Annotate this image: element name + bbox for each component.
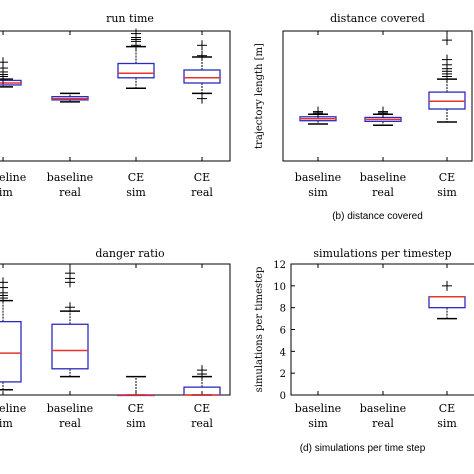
y-tick-label: 12: [273, 260, 286, 271]
box-body: [428, 296, 466, 309]
box-2: [51, 268, 89, 378]
x-tick-label: baseline real: [360, 402, 406, 430]
box-1: [0, 277, 22, 391]
flier: [131, 28, 141, 39]
y-axis-label: simulations per timestep: [254, 267, 265, 393]
box-3: [428, 35, 466, 123]
flier: [0, 277, 8, 288]
flier: [0, 282, 8, 293]
chart-title: distance covered: [330, 12, 425, 25]
x-tick-label: baseline real: [47, 171, 93, 199]
flier: [378, 106, 388, 117]
flier: [197, 365, 207, 376]
y-tick-label: 10: [273, 282, 286, 293]
flier: [442, 280, 452, 291]
chart-title: simulations per timestep: [313, 247, 451, 260]
flier: [0, 69, 8, 80]
x-tick-label: CE sim: [437, 402, 457, 430]
box-body: [183, 69, 221, 84]
y-axis-label: trajectory length [m]: [254, 43, 265, 149]
x-tick-label: CE sim: [437, 171, 457, 199]
box-2: [51, 92, 89, 103]
flier: [197, 50, 207, 61]
box-body: [117, 62, 155, 79]
box-4: [183, 40, 221, 104]
box-1: [299, 106, 337, 125]
flier: [197, 93, 207, 104]
y-tick-label: 8: [280, 304, 286, 315]
flier: [0, 293, 8, 304]
box-1: [0, 57, 22, 88]
x-tick-label: baseline real: [47, 402, 93, 430]
flier: [65, 268, 75, 279]
axes-frame: [282, 30, 473, 162]
flier: [0, 290, 8, 301]
axes-frame: [0, 30, 231, 162]
chart-title: run time: [106, 12, 154, 25]
y-tick-label: 2: [280, 369, 286, 380]
chart-title: danger ratio: [95, 247, 165, 260]
flier: [65, 302, 75, 313]
panel-4: simulations per timestep simulations per …: [254, 247, 474, 454]
flier: [0, 57, 8, 68]
panel-caption: (b) distance covered: [332, 211, 423, 222]
x-tick-label: baseline real: [360, 171, 406, 199]
box-body: [51, 323, 89, 370]
box-3: [117, 375, 155, 397]
axes-frame: [0, 263, 231, 396]
box-4: [183, 365, 221, 396]
panel-caption: (d) simulations per time step: [300, 443, 426, 454]
flier: [0, 287, 8, 298]
box-3: [428, 280, 466, 320]
box-3: [117, 28, 155, 89]
y-tick-label: 4: [280, 347, 286, 358]
x-tick-label: CE real: [191, 402, 213, 430]
panel-2: distance covered trajectory length [m] bas…: [254, 12, 473, 222]
box-body: [0, 320, 22, 383]
x-tick-label: CE sim: [126, 402, 146, 430]
flier: [442, 54, 452, 65]
flier: [442, 35, 452, 46]
y-tick-label: 0: [280, 391, 286, 402]
flier: [313, 106, 323, 117]
flier: [197, 40, 207, 51]
x-tick-label: CE real: [191, 171, 213, 199]
x-tick-label: CE sim: [126, 171, 146, 199]
box-2: [364, 106, 402, 126]
y-tick-label: 6: [280, 326, 286, 337]
